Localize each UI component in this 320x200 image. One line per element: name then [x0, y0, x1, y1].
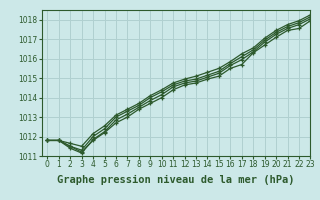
X-axis label: Graphe pression niveau de la mer (hPa): Graphe pression niveau de la mer (hPa)	[57, 175, 295, 185]
